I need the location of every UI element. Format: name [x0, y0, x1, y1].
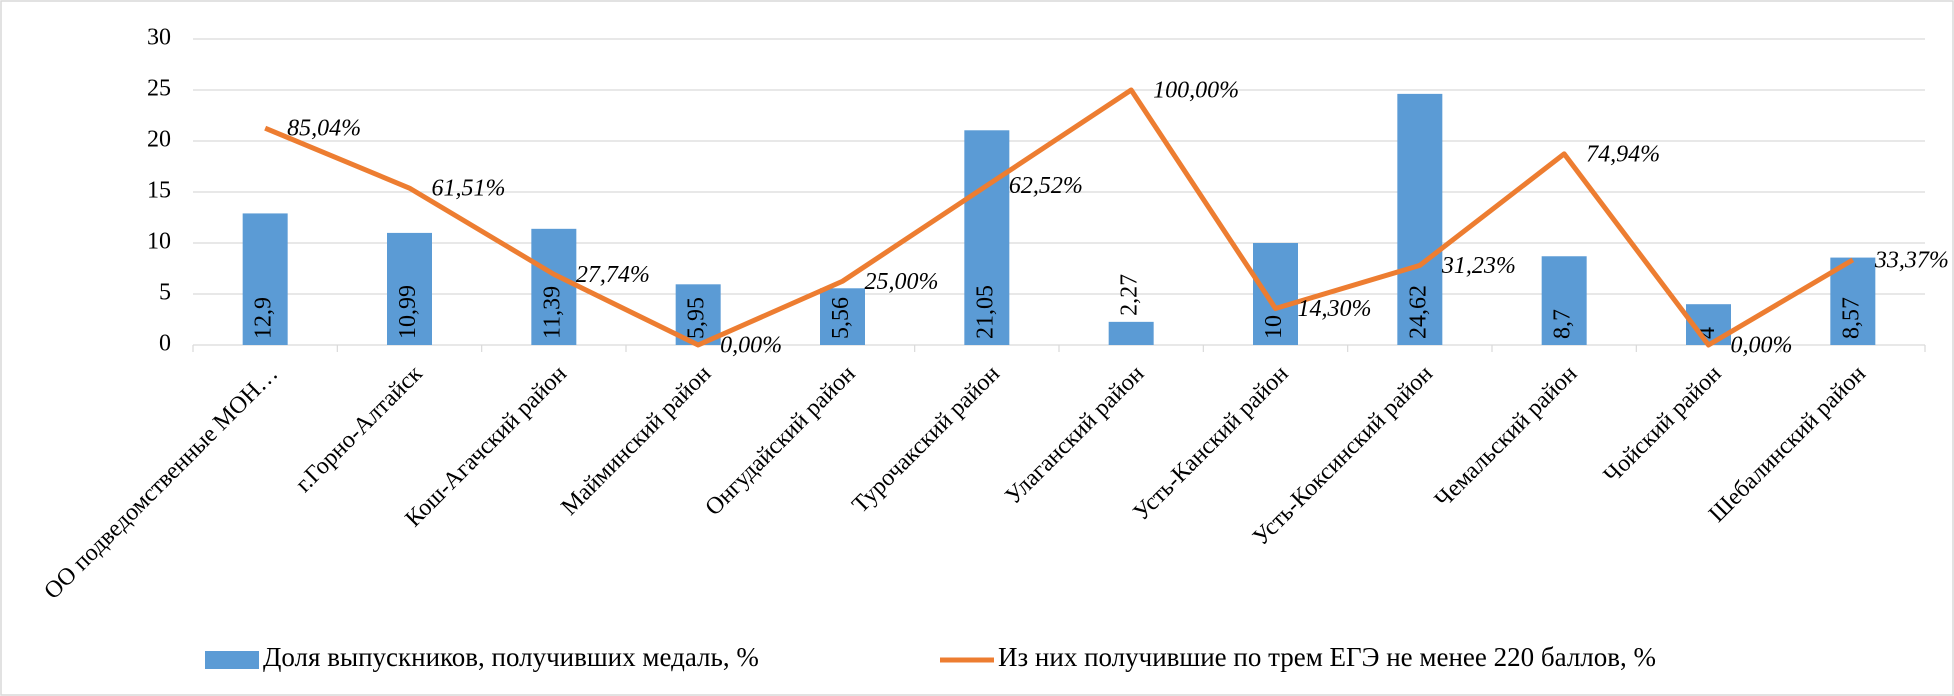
line-value-label: 31,23% [1441, 253, 1516, 279]
bar [1541, 256, 1587, 345]
line-value-label: 33,37% [1874, 247, 1949, 273]
line-value-label: 85,04% [287, 116, 361, 142]
bar [1397, 93, 1443, 345]
bar-value-label: 24,62 [1405, 285, 1431, 339]
line-series [264, 87, 1855, 348]
legend-swatch [205, 651, 259, 669]
bar-value-label: 11,39 [539, 286, 565, 339]
bar [1253, 243, 1298, 345]
bar-value-label: 10,99 [395, 285, 421, 339]
line-value-label: 62,52% [1009, 173, 1083, 199]
bar-value-label: 12,9 [251, 297, 277, 339]
bar [1108, 321, 1154, 345]
bar-value-label: 5,95 [684, 297, 710, 339]
y-tick-label: 10 [147, 229, 171, 255]
bar-value-label: 8,7 [1550, 309, 1576, 339]
bar [387, 232, 432, 345]
bar [964, 130, 1010, 345]
legend-label: Из них получившие по трем ЕГЭ не менее 2… [998, 642, 1656, 672]
line-value-label: 74,94% [1586, 141, 1660, 167]
line-value-label: 0,00% [1731, 333, 1793, 359]
y-tick-label: 30 [147, 25, 171, 51]
bar-value-label: 10 [1261, 315, 1287, 339]
y-tick-label: 5 [159, 280, 171, 306]
line-value-label: 0,00% [720, 333, 782, 359]
line-value-label: 25,00% [865, 269, 939, 295]
y-tick-label: 0 [159, 331, 171, 357]
y-tick-label: 15 [147, 178, 171, 204]
bar [242, 213, 288, 345]
line-value-label: 61,51% [432, 176, 506, 202]
line-value-label: 27,74% [576, 262, 650, 288]
y-tick-label: 20 [147, 127, 171, 153]
bar-value-label: 8,57 [1838, 297, 1864, 339]
line-value-label: 100,00% [1153, 78, 1239, 104]
bar [531, 228, 577, 345]
bar [820, 288, 865, 345]
y-tick-label: 25 [147, 76, 171, 102]
legend-label: Доля выпускников, получивших медаль, % [263, 642, 759, 672]
bar [1830, 257, 1876, 345]
bar-value-label: 5,56 [828, 297, 854, 339]
bar-value-label: 21,05 [972, 285, 998, 339]
bar-value-label: 2,27 [1117, 274, 1143, 316]
line-value-label: 14,30% [1298, 296, 1372, 322]
